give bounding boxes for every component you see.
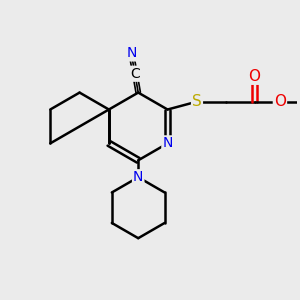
Text: C: C — [130, 67, 140, 81]
Text: N: N — [162, 136, 173, 150]
Text: O: O — [274, 94, 286, 109]
Text: O: O — [248, 69, 260, 84]
Text: S: S — [192, 94, 202, 109]
Text: N: N — [133, 170, 143, 184]
Text: N: N — [126, 46, 136, 60]
